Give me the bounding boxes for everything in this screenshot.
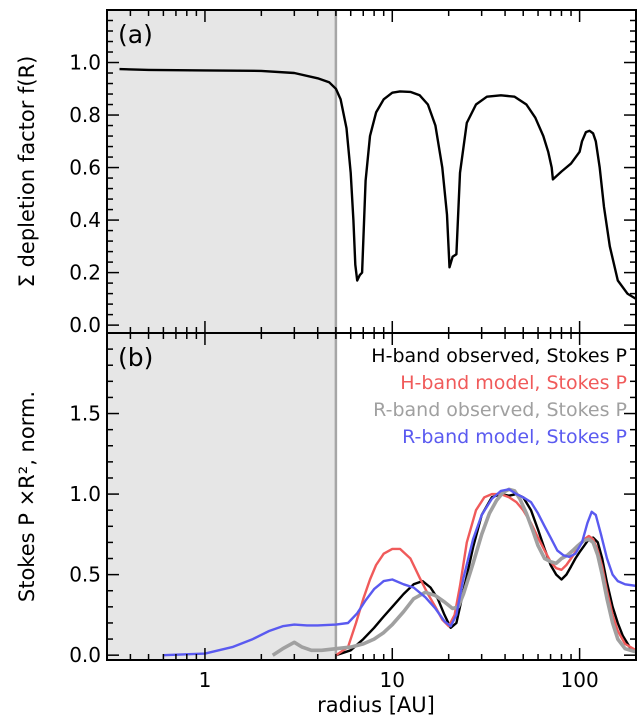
y-tick-label: 1.0: [69, 482, 101, 506]
y-tick-label: 0.0: [69, 643, 101, 667]
legend-entry: H-band model, Stokes P: [400, 372, 627, 394]
y-tick-label: 0.8: [69, 103, 101, 127]
legend-entry: R-band observed, Stokes P: [373, 399, 627, 421]
panel-b: 0.0 0.5 1.0 1.5 1 10 100 (b) Stokes P ×R², norm.…: [15, 332, 637, 692]
series-line-1: [335, 492, 636, 657]
y-tick-label: 0.4: [69, 208, 101, 232]
x-axis-label: radius [AU]: [317, 693, 435, 717]
y-tick-label: 1.0: [69, 51, 101, 75]
x-tick-label: 10: [380, 668, 405, 692]
series-line-depletion: [119, 67, 636, 300]
x-tick-label: 100: [561, 668, 599, 692]
panel-label: (a): [118, 20, 153, 49]
series-line-3: [163, 488, 636, 657]
shaded-region: [107, 333, 336, 660]
legend-entry: H-band observed, Stokes P: [371, 345, 627, 367]
y-tick-label: 0.0: [69, 313, 101, 337]
plot-frame: [106, 332, 637, 661]
y-tick-label: 0.2: [69, 261, 101, 285]
x-tick-label: 1: [199, 668, 212, 692]
y-axis-label: Stokes P ×R², norm.: [15, 391, 39, 602]
y-tick-label: 0.5: [69, 563, 101, 587]
shaded-region: [107, 10, 336, 333]
y-axis-label: Σ depletion factor f(R): [15, 56, 39, 288]
series-line-2: [271, 487, 636, 657]
y-tick-label: 0.6: [69, 156, 101, 180]
legend-entry: R-band model, Stokes P: [402, 426, 627, 448]
y-tick-label: 1.5: [69, 402, 101, 426]
panel-label: (b): [118, 343, 153, 372]
panel-a: 0.0 0.2 0.4 0.6 0.8 1.0 (a) Σ depletion factor …: [15, 9, 637, 337]
